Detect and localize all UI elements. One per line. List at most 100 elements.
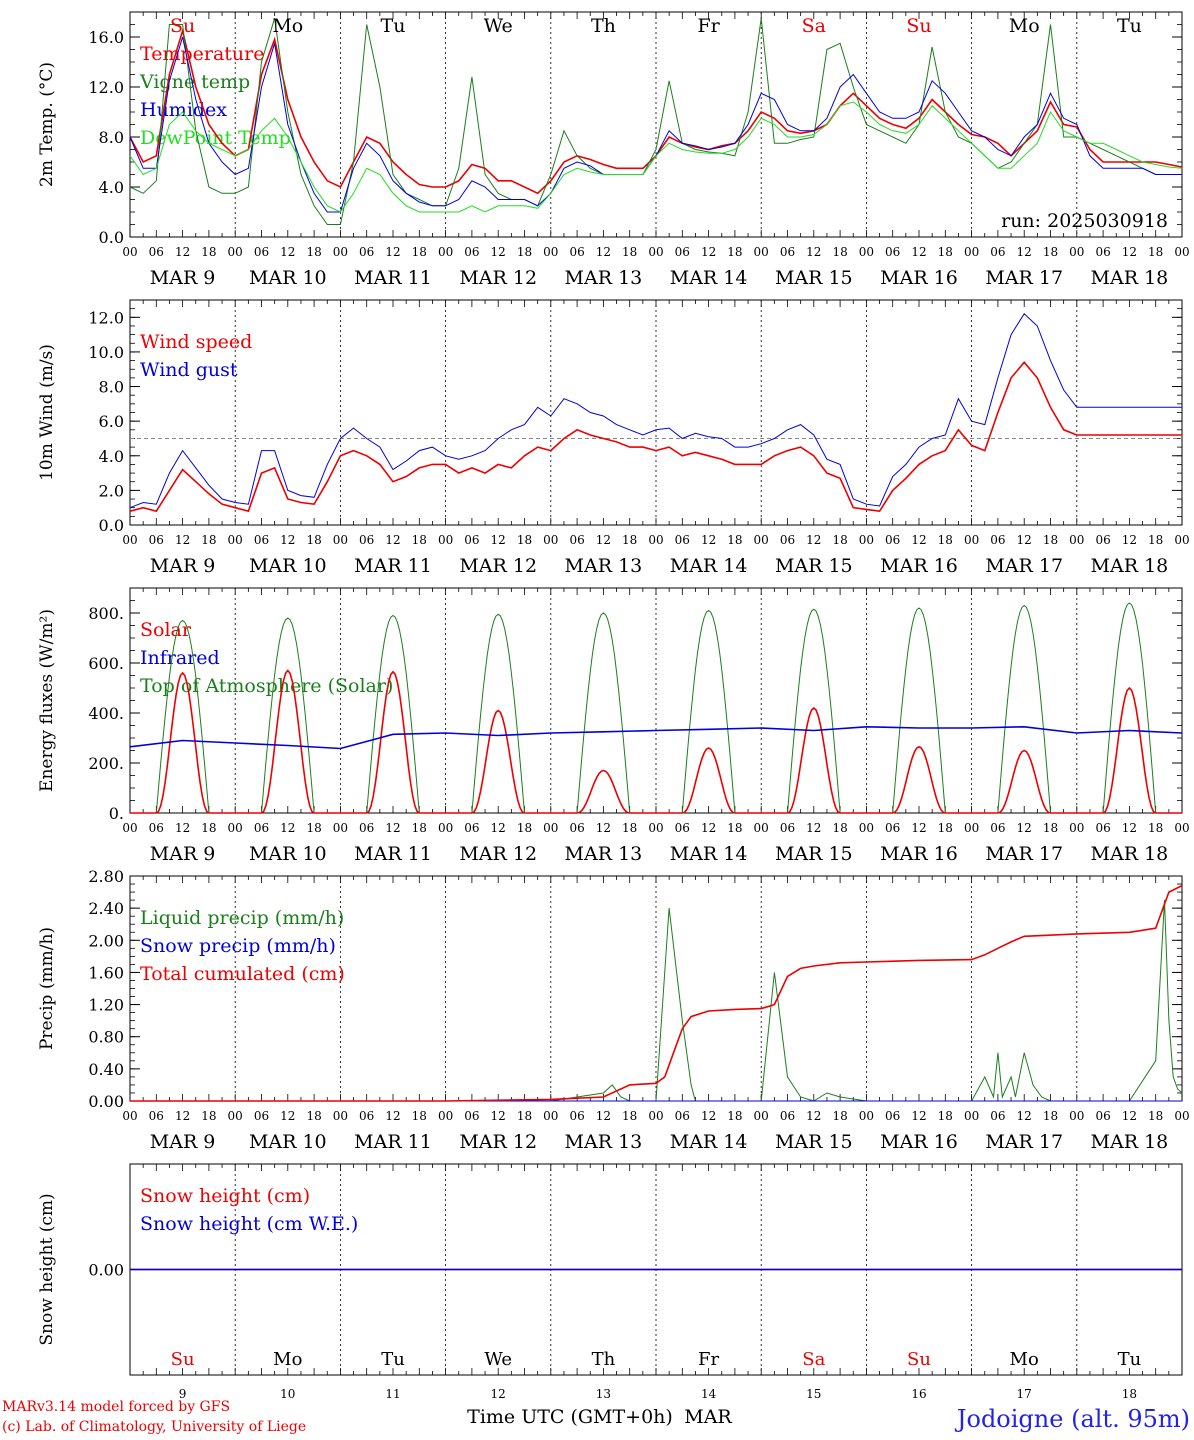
hour-tick-label: 18: [938, 1109, 953, 1123]
hour-tick-label: 18: [727, 821, 742, 835]
hour-tick-label: 00: [228, 533, 243, 547]
hour-tick-label: 12: [1017, 245, 1032, 259]
series-infrared: [129, 725, 1183, 750]
date-label: MAR 15: [775, 1131, 853, 1153]
date-label: MAR 18: [1091, 267, 1169, 289]
date-label: MAR 17: [985, 1131, 1063, 1153]
hour-tick-label: 00: [1069, 1109, 1084, 1123]
hour-tick-label: 00: [1174, 533, 1189, 547]
y-tick-label: 0.00: [88, 1092, 124, 1111]
hour-tick-label: 00: [333, 533, 348, 547]
hour-tick-label: 12: [596, 245, 611, 259]
hour-tick-label: 18: [201, 533, 216, 547]
hour-tick-label: 00: [543, 245, 558, 259]
hour-tick-label: 06: [569, 245, 584, 259]
day-name-bottom: Sa: [802, 1349, 825, 1370]
panel-temperature: 0.0 4.0 8.0 12.0 16.0 2m Temp. (°C) 00 06 12 18 MA…: [37, 11, 1190, 289]
legend-entry: Wind gust: [140, 359, 238, 381]
date-label: MAR 18: [1091, 555, 1169, 577]
legend-entry: Top of Atmosphere (Solar): [140, 675, 393, 697]
y-tick-label: 1.20: [88, 996, 124, 1015]
x-axis-month: MAR: [684, 1406, 732, 1428]
hour-tick-label: 12: [1122, 533, 1137, 547]
hour-tick-label: 06: [1095, 821, 1110, 835]
series-wind-gust: [129, 313, 1182, 509]
day-name-bottom: Fr: [698, 1349, 719, 1370]
hour-tick-label: 00: [228, 1109, 243, 1123]
hour-tick-label: 18: [517, 821, 532, 835]
series-total-cumulated-cm-: [130, 884, 1183, 1102]
date-label: MAR 16: [880, 555, 958, 577]
hour-tick-label: 00: [438, 533, 453, 547]
hour-tick-label: 18: [1043, 1109, 1058, 1123]
legend-entry: Snow height (cm W.E.): [140, 1213, 358, 1235]
y-axis-label: Energy fluxes (W/m²): [37, 609, 57, 792]
hour-tick-label: 06: [885, 821, 900, 835]
footer: MARv3.14 model forced by GFS (c) Lab. of…: [2, 1399, 1190, 1435]
hour-tick-label: 00: [648, 1109, 663, 1123]
day-name-bottom: Su: [171, 1349, 195, 1370]
date-label: MAR 15: [775, 843, 853, 865]
hour-tick-label: 06: [990, 245, 1005, 259]
hour-tick-label: 00: [228, 245, 243, 259]
hour-tick-label: 06: [254, 1109, 269, 1123]
hour-tick-label: 12: [280, 1109, 295, 1123]
date-label: MAR 10: [249, 267, 327, 289]
location-title: Jodoigne (alt. 95m): [954, 1405, 1190, 1433]
day-number: 10: [280, 1387, 295, 1401]
day-name-top: Mo: [1009, 15, 1040, 37]
hour-tick-label: 12: [385, 821, 400, 835]
hour-tick-label: 18: [727, 533, 742, 547]
y-tick-label: 16.0: [88, 28, 124, 47]
hour-tick-label: 18: [727, 245, 742, 259]
hour-tick-label: 12: [491, 821, 506, 835]
date-label: MAR 18: [1091, 1131, 1169, 1153]
hour-tick-label: 06: [464, 821, 479, 835]
hour-tick-label: 00: [964, 1109, 979, 1123]
y-tick-label: 600.: [88, 654, 124, 673]
hour-tick-label: 06: [1095, 245, 1110, 259]
y-tick-label: 0.0: [99, 516, 124, 535]
hour-tick-label: 00: [1069, 821, 1084, 835]
y-tick-label: 0.: [109, 804, 124, 823]
legend-entry: Humidex: [140, 99, 227, 121]
hour-tick-label: 18: [1148, 821, 1163, 835]
hour-tick-label: 18: [1148, 1109, 1163, 1123]
hour-tick-label: 12: [701, 1109, 716, 1123]
hour-tick-label: 00: [1174, 821, 1189, 835]
hour-tick-label: 18: [1148, 245, 1163, 259]
y-tick-label: 0.80: [88, 1028, 124, 1047]
y-tick-label: 8.0: [99, 128, 124, 147]
day-name-top: Mo: [272, 15, 303, 37]
date-label: MAR 17: [985, 555, 1063, 577]
hour-tick-label: 06: [569, 1109, 584, 1123]
day-name-bottom: Mo: [1010, 1349, 1039, 1370]
y-axis-label: Snow height (cm): [37, 1193, 57, 1345]
hour-tick-label: 12: [385, 1109, 400, 1123]
hour-tick-label: 00: [1069, 245, 1084, 259]
model-credit: MARv3.14 model forced by GFS: [2, 1399, 230, 1415]
hour-tick-label: 00: [543, 1109, 558, 1123]
hour-tick-label: 00: [964, 245, 979, 259]
hour-tick-label: 12: [701, 821, 716, 835]
y-tick-label: 400.: [88, 704, 124, 723]
date-label: MAR 14: [670, 555, 748, 577]
hour-tick-label: 18: [412, 245, 427, 259]
hour-tick-label: 12: [385, 245, 400, 259]
hour-tick-label: 06: [990, 533, 1005, 547]
y-tick-label: 1.60: [88, 963, 124, 982]
hour-tick-label: 12: [491, 533, 506, 547]
day-name-bottom: Th: [592, 1349, 616, 1370]
hour-tick-label: 00: [228, 821, 243, 835]
date-label: MAR 18: [1091, 843, 1169, 865]
hour-tick-label: 00: [648, 533, 663, 547]
day-name-top: Su: [170, 15, 195, 37]
day-name-bottom: Mo: [273, 1349, 302, 1370]
hour-tick-label: 12: [596, 1109, 611, 1123]
hour-tick-label: 00: [333, 245, 348, 259]
hour-tick-label: 12: [596, 533, 611, 547]
day-name-top: We: [484, 15, 513, 37]
hour-tick-label: 06: [885, 1109, 900, 1123]
legend-entry: Temperature: [140, 43, 264, 65]
panel-snow: 0.00 Snow height (cm) Snow height (cm) Snow…: [37, 1163, 1183, 1428]
